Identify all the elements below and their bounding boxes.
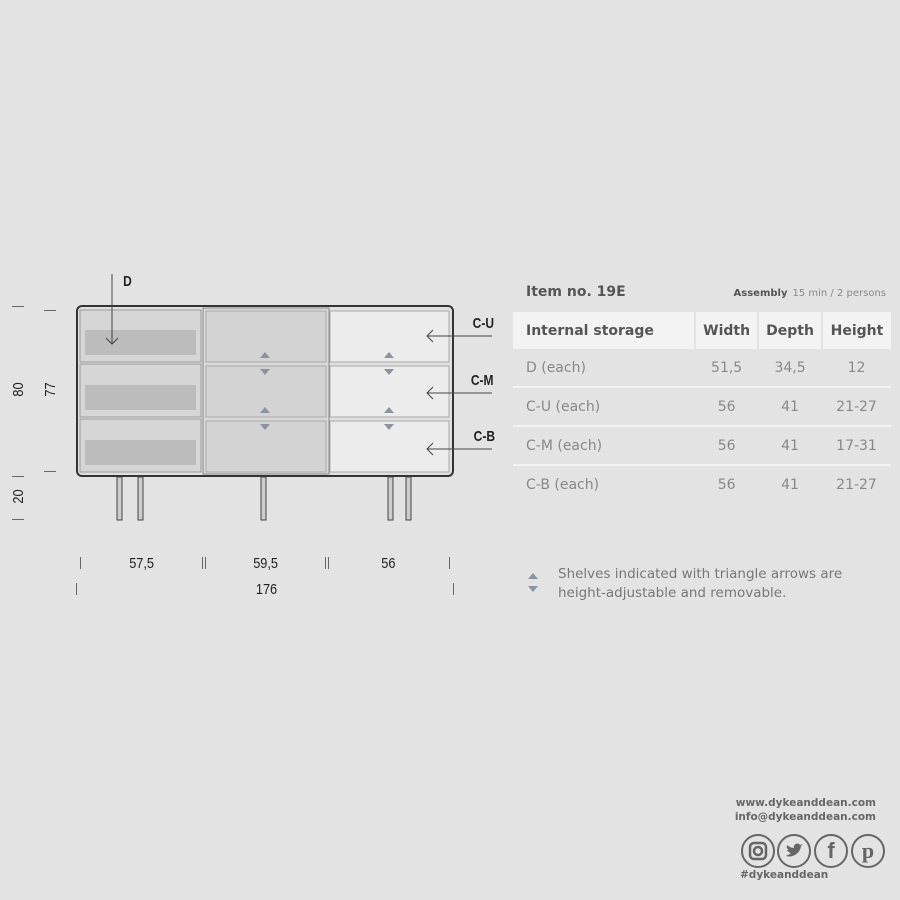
cell: 41 — [758, 386, 822, 426]
pinterest-icon[interactable]: p — [851, 834, 885, 868]
facebook-icon[interactable]: f — [814, 834, 848, 868]
assembly-info: Assembly 15 min / 2 persons — [734, 288, 886, 299]
storage-table: Internal storage Width Depth Height D (e… — [513, 312, 891, 503]
column-header: Width — [694, 312, 759, 349]
email-link[interactable]: info@dykeanddean.com — [734, 811, 876, 823]
shelf-adjust-icon — [528, 573, 538, 592]
column-header: Height — [821, 312, 891, 349]
shelf-up-arrow-icon — [384, 352, 394, 358]
label-upper: C-U — [472, 315, 495, 332]
twitter-icon[interactable] — [777, 834, 811, 868]
cell: C-U (each) — [513, 386, 696, 426]
dim-width-left: 57,5 — [129, 555, 155, 572]
dim-width-right: 56 — [381, 555, 396, 572]
dim-total-height: 80 — [9, 382, 27, 397]
dim-body-height: 77 — [41, 382, 59, 397]
shelf-down-arrow-icon — [384, 369, 394, 375]
cell: C-M (each) — [513, 425, 696, 465]
cell: 34,5 — [774, 359, 806, 376]
hashtag: #dykeanddean — [740, 869, 829, 881]
shelf-up-arrow-icon — [260, 407, 270, 413]
shelf-up-arrow-icon — [260, 352, 270, 358]
cell: 12 — [847, 359, 866, 376]
column-header: Internal storage — [513, 312, 696, 349]
table-row: C-B (each) 56 41 21-27 — [513, 464, 891, 503]
cell: C-B (each) — [513, 464, 696, 503]
cell: 41 — [758, 464, 822, 503]
cell: 17-31 — [822, 425, 891, 465]
right-compartments — [329, 310, 450, 473]
label-drawer: D — [123, 273, 132, 290]
table-row: D (each) 51,5 34,5 12 — [513, 349, 891, 387]
table-header-row: Internal storage Width Depth Height — [513, 312, 891, 349]
cell: D (each) — [526, 359, 586, 376]
drawer-front — [85, 385, 196, 410]
cell: 21-27 — [822, 386, 891, 426]
middle-compartments — [202, 307, 330, 475]
legs — [116, 476, 412, 521]
dim-total-width: 176 — [255, 581, 278, 598]
arrow-left-icon — [426, 442, 492, 456]
shelf-down-arrow-icon — [260, 369, 270, 375]
website-link[interactable]: www.dykeanddean.com — [735, 797, 876, 809]
dim-leg-height: 20 — [9, 489, 27, 504]
cell: 51,5 — [711, 359, 743, 376]
shelf-down-arrow-icon — [260, 424, 270, 430]
note-line: height-adjustable and removable. — [558, 585, 787, 601]
arrow-left-icon — [426, 329, 492, 343]
table-row: C-U (each) 56 41 21-27 — [513, 386, 891, 426]
pointer-arrows — [105, 274, 492, 456]
label-bottom: C-B — [473, 428, 496, 445]
drawer-column — [79, 309, 202, 473]
assembly-value: 15 min / 2 persons — [792, 288, 886, 299]
cell: 56 — [695, 386, 759, 426]
assembly-label: Assembly — [733, 288, 788, 299]
instagram-icon[interactable] — [741, 834, 775, 868]
shelf-note: Shelves indicated with triangle arrows a… — [558, 565, 842, 603]
drawer-front — [85, 440, 196, 465]
column-header: Depth — [757, 312, 822, 349]
cell: 56 — [695, 464, 759, 503]
item-title: Item no. 19E — [526, 284, 626, 300]
shelf-arrows — [260, 352, 394, 430]
cell: 21-27 — [822, 464, 891, 503]
shelf-up-arrow-icon — [384, 407, 394, 413]
cell: 41 — [758, 425, 822, 465]
cell: 56 — [695, 425, 759, 465]
label-middle: C-M — [470, 372, 494, 389]
arrow-left-icon — [426, 386, 492, 400]
table-row: C-M (each) 56 41 17-31 — [513, 425, 891, 465]
arrow-down-icon — [105, 274, 119, 345]
drawer-front — [85, 330, 196, 355]
dim-width-middle: 59,5 — [253, 555, 279, 572]
shelf-down-arrow-icon — [384, 424, 394, 430]
note-line: Shelves indicated with triangle arrows a… — [558, 566, 843, 582]
